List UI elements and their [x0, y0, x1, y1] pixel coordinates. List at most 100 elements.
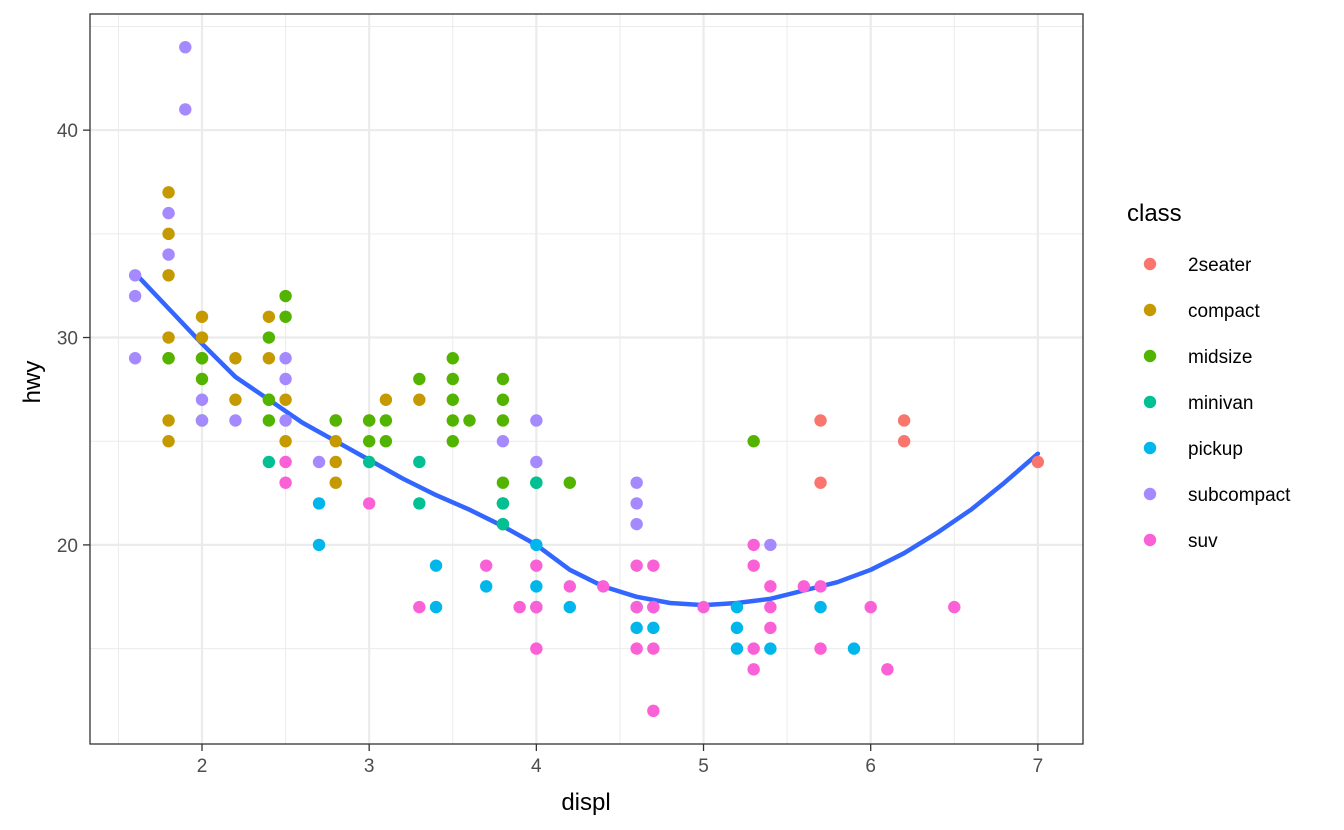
- legend-key-midsize: [1143, 349, 1157, 363]
- data-point-suv: [563, 580, 576, 593]
- data-point-compact: [329, 476, 342, 489]
- y-tick-label: 20: [57, 536, 78, 557]
- data-point-subcompact: [279, 372, 292, 386]
- data-point-suv: [279, 476, 292, 489]
- data-point-suv: [814, 642, 827, 655]
- data-point-subcompact: [195, 414, 209, 427]
- data-point-subcompact: [128, 269, 142, 282]
- data-point-subcompact: [162, 206, 175, 220]
- data-point-pickup: [312, 538, 326, 552]
- data-point-midsize: [563, 476, 576, 489]
- data-point-pickup: [530, 538, 543, 552]
- data-point-2seater: [814, 414, 827, 427]
- y-tick-label: 30: [57, 329, 78, 350]
- data-point-midsize: [379, 414, 393, 427]
- data-point-midsize: [446, 372, 459, 386]
- data-point-compact: [162, 186, 175, 199]
- data-point-minivan: [496, 517, 510, 531]
- data-point-compact: [162, 414, 175, 427]
- data-point-subcompact: [229, 414, 242, 427]
- data-point-midsize: [279, 310, 292, 323]
- x-tick-label: 6: [865, 756, 876, 777]
- data-point-minivan: [262, 455, 276, 469]
- data-point-suv: [747, 642, 760, 655]
- legend-label-2seater: 2seater: [1188, 255, 1252, 276]
- data-point-compact: [162, 227, 175, 241]
- data-point-subcompact: [496, 435, 510, 448]
- plot-border: [89, 13, 1084, 745]
- data-point-2seater: [897, 435, 911, 448]
- data-point-compact: [195, 310, 209, 323]
- data-point-pickup: [764, 642, 777, 655]
- data-point-pickup: [847, 642, 861, 655]
- data-point-subcompact: [128, 352, 142, 365]
- data-point-compact: [162, 331, 175, 344]
- data-point-suv: [279, 455, 292, 469]
- data-point-compact: [195, 331, 209, 344]
- data-point-suv: [814, 580, 827, 593]
- data-point-pickup: [730, 600, 744, 614]
- data-point-pickup: [563, 600, 576, 614]
- data-point-midsize: [446, 352, 459, 365]
- data-point-suv: [630, 559, 643, 572]
- x-tick-label: 3: [364, 756, 375, 777]
- data-point-suv: [530, 642, 543, 655]
- data-point-pickup: [730, 621, 744, 635]
- data-point-subcompact: [312, 455, 326, 469]
- data-point-midsize: [446, 435, 459, 448]
- data-point-compact: [329, 455, 342, 469]
- data-point-pickup: [479, 580, 493, 593]
- data-point-midsize: [496, 372, 510, 386]
- data-point-subcompact: [195, 393, 209, 406]
- data-point-subcompact: [630, 497, 643, 510]
- data-point-midsize: [496, 414, 510, 427]
- data-point-minivan: [530, 476, 543, 489]
- data-point-2seater: [897, 414, 911, 427]
- data-point-suv: [747, 538, 760, 552]
- data-point-pickup: [730, 642, 744, 655]
- axes: 2 3 4 5 6 7 20 30 40: [57, 121, 1043, 777]
- legend-label-midsize: midsize: [1188, 347, 1252, 368]
- data-point-suv: [479, 559, 493, 572]
- x-axis-title: displ: [561, 789, 610, 816]
- data-point-midsize: [262, 414, 276, 427]
- data-point-suv: [747, 559, 760, 572]
- data-point-pickup: [530, 580, 543, 593]
- smooth-trend-line: [132, 270, 1041, 608]
- legend-key-pickup: [1143, 441, 1157, 455]
- smooth-curve-layer: [132, 270, 1041, 608]
- data-point-midsize: [362, 435, 376, 448]
- data-point-suv: [413, 600, 426, 614]
- data-point-compact: [279, 393, 292, 406]
- data-point-suv: [647, 600, 660, 614]
- plot-panel: [90, 14, 1083, 744]
- data-point-subcompact: [279, 414, 292, 427]
- data-point-minivan: [496, 497, 510, 510]
- data-point-suv: [881, 663, 894, 676]
- data-point-suv: [530, 559, 543, 572]
- data-point-2seater: [1031, 455, 1045, 469]
- data-point-suv: [513, 600, 526, 614]
- data-point-2seater: [814, 476, 827, 489]
- data-point-compact: [279, 435, 292, 448]
- data-point-pickup: [630, 621, 643, 635]
- data-point-suv: [764, 621, 777, 635]
- legend: class 2seater compact midsize minivan pickup…: [1127, 200, 1291, 552]
- data-point-midsize: [329, 414, 342, 427]
- data-point-subcompact: [128, 289, 142, 303]
- data-point-midsize: [747, 435, 760, 448]
- data-point-suv: [764, 600, 777, 614]
- legend-label-compact: compact: [1188, 301, 1261, 322]
- data-point-compact: [413, 393, 426, 406]
- legend-key-subcompact: [1143, 487, 1157, 501]
- legend-label-minivan: minivan: [1188, 393, 1253, 414]
- data-point-suv: [530, 600, 543, 614]
- data-point-pickup: [429, 559, 443, 572]
- data-point-subcompact: [530, 414, 543, 427]
- x-tick-label: 5: [698, 756, 709, 777]
- y-tick-label: 40: [57, 121, 78, 142]
- data-point-suv: [697, 600, 710, 614]
- data-point-midsize: [413, 372, 426, 386]
- data-point-suv: [647, 704, 660, 718]
